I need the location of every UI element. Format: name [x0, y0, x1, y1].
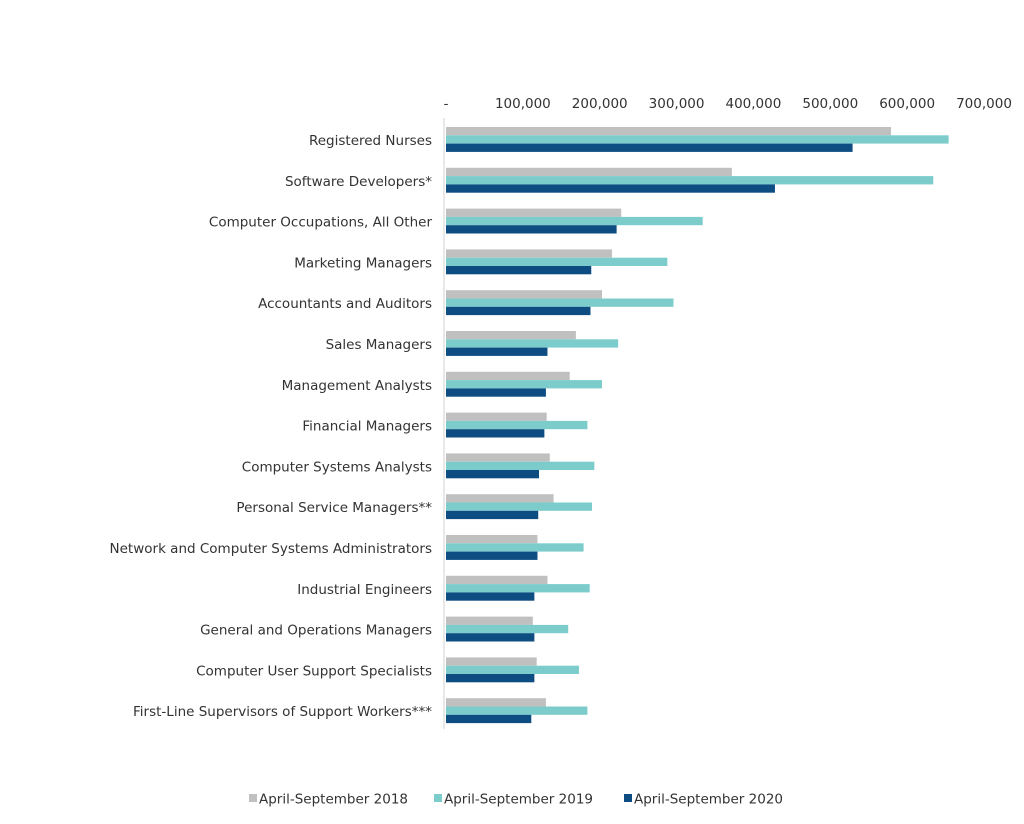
category-label: Industrial Engineers: [297, 582, 432, 598]
legend-label: April-September 2020: [634, 792, 783, 808]
category-label: First-Line Supervisors of Support Worker…: [133, 704, 432, 720]
bar: [446, 184, 775, 193]
x-tick-label: 500,000: [802, 96, 858, 112]
category-label: Marketing Managers: [294, 255, 432, 271]
bar: [446, 665, 579, 674]
bar: [446, 657, 537, 666]
bar: [446, 167, 732, 177]
bar: [446, 412, 547, 421]
bar: [446, 143, 853, 152]
bar: [446, 298, 674, 307]
bar: [446, 257, 668, 266]
category-label: General and Operations Managers: [200, 623, 432, 639]
bar: [446, 510, 539, 520]
x-tick-label: 200,000: [572, 96, 628, 112]
legend: April-September 2018 April-September 2019…: [249, 792, 783, 808]
category-label: Management Analysts: [282, 378, 432, 394]
category-label: Financial Managers: [302, 419, 432, 435]
legend-label: April-September 2018: [259, 792, 408, 808]
bar: [446, 674, 535, 683]
category-labels: Registered Nurses Software Developers* Com…: [110, 133, 433, 720]
bar: [446, 624, 569, 634]
x-tick-label: 300,000: [649, 96, 705, 112]
legend-swatch: [434, 794, 442, 802]
bar: [446, 388, 546, 397]
bar: [446, 127, 892, 136]
bar: [446, 290, 603, 299]
bar: [446, 249, 613, 258]
bar: [446, 216, 703, 226]
category-label: Computer User Support Specialists: [196, 663, 432, 679]
x-tick-label: 600,000: [879, 96, 935, 112]
legend-swatch: [624, 794, 632, 802]
bar: [446, 453, 550, 462]
bars: [446, 127, 949, 724]
category-label: Network and Computer Systems Administrat…: [110, 541, 432, 557]
bar: [446, 551, 538, 560]
bar: [446, 633, 535, 642]
x-axis-ticks: - 100,000 200,000 300,000 400,000 500,000 600,…: [444, 96, 1012, 112]
bar: [446, 208, 622, 217]
category-label: Computer Occupations, All Other: [209, 215, 433, 231]
bar: [446, 266, 592, 275]
bar: [446, 347, 548, 356]
bar: [446, 470, 539, 479]
category-label: Computer Systems Analysts: [242, 459, 432, 475]
x-tick-label: 700,000: [956, 96, 1012, 112]
bar: [446, 371, 570, 381]
category-label: Sales Managers: [326, 337, 432, 353]
bar: [446, 331, 576, 340]
bar: [446, 461, 595, 470]
x-tick-label: -: [444, 96, 449, 112]
bar: [446, 135, 949, 144]
category-label: Registered Nurses: [309, 133, 432, 149]
bar: [446, 494, 554, 503]
bar: [446, 502, 593, 511]
legend-label: April-September 2019: [444, 792, 593, 808]
bar: [446, 616, 533, 625]
bar: [446, 575, 548, 585]
bar: [446, 306, 591, 316]
bar: [446, 698, 546, 707]
bar: [446, 592, 535, 601]
bar: [446, 380, 603, 389]
category-label: Accountants and Auditors: [258, 296, 432, 312]
bar: [446, 420, 588, 430]
bar: [446, 543, 584, 552]
x-tick-label: 400,000: [726, 96, 782, 112]
bar: [446, 535, 538, 544]
category-label: Personal Service Managers**: [236, 500, 432, 516]
bar: [446, 429, 545, 438]
bar: [446, 176, 934, 185]
category-label: Software Developers*: [285, 174, 432, 190]
x-tick-label: 100,000: [495, 96, 551, 112]
legend-swatch: [249, 794, 257, 802]
bar: [446, 714, 532, 724]
bar: [446, 584, 590, 593]
bar: [446, 339, 619, 348]
bar: [446, 225, 617, 234]
bar: [446, 706, 588, 715]
